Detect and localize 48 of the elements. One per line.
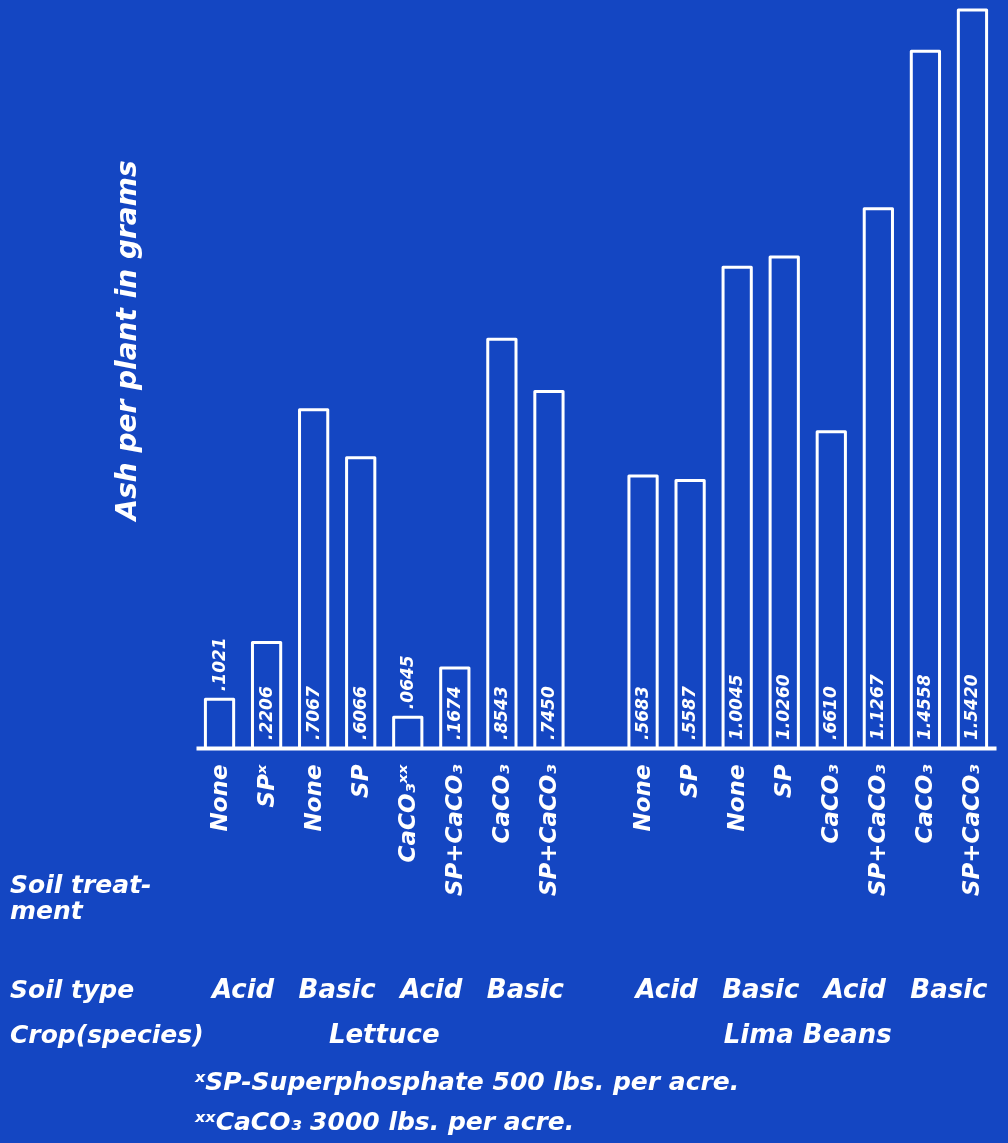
data-label: .8543 bbox=[490, 686, 511, 740]
text: ˣˣCaCO₃ 3000 lbs. per acre. bbox=[194, 1107, 575, 1136]
x-tick-label: SP+CaCO₃ bbox=[534, 764, 561, 897]
text: Basic bbox=[486, 974, 565, 1004]
x-tick-label: None bbox=[723, 764, 750, 832]
data-label: .6066 bbox=[349, 686, 370, 740]
text: Basic bbox=[298, 974, 377, 1004]
x-tick-label: CaCO₃ bbox=[911, 764, 938, 844]
x-tick-label: SP+CaCO₃ bbox=[958, 764, 985, 897]
x-tick-label: SP bbox=[346, 764, 373, 798]
x-tick-label: None bbox=[205, 764, 232, 832]
data-label: .5683 bbox=[632, 686, 653, 740]
x-tick-label: None bbox=[299, 764, 326, 832]
data-label: 1.0260 bbox=[773, 674, 794, 740]
data-label: .7067 bbox=[302, 686, 323, 740]
data-label: 1.4558 bbox=[914, 674, 935, 740]
text: Soil type bbox=[10, 975, 135, 1004]
text: ˣSP-Superphosphate 500 lbs. per acre. bbox=[194, 1067, 740, 1096]
text: Acid bbox=[398, 974, 463, 1004]
text: Acid bbox=[209, 974, 275, 1004]
x-tick-label: CaCO₃ˣˣ bbox=[393, 764, 420, 863]
text: Lima Beans bbox=[723, 1019, 892, 1049]
text: Acid bbox=[821, 974, 887, 1004]
text: Lettuce bbox=[328, 1019, 440, 1049]
x-tick-label: SP+CaCO₃ bbox=[864, 764, 891, 897]
data-label: .1021 bbox=[208, 637, 229, 692]
data-label: .5587 bbox=[679, 686, 700, 740]
text: Basic bbox=[722, 974, 800, 1004]
data-label: 1.1267 bbox=[867, 674, 888, 740]
data-label: .6610 bbox=[820, 686, 841, 740]
x-tick-label: SPˣ bbox=[252, 764, 279, 808]
x-tick-label: CaCO₃ bbox=[817, 764, 844, 844]
x-tick-label: SP bbox=[676, 764, 703, 798]
y-axis-title: Ash per plant in grams bbox=[109, 160, 143, 523]
text: Basic bbox=[910, 974, 989, 1004]
data-label: .1674 bbox=[443, 686, 464, 740]
x-tick-label: CaCO₃ bbox=[487, 764, 514, 844]
x-tick-label: None bbox=[629, 764, 656, 832]
data-label: 1.5420 bbox=[961, 674, 982, 740]
x-tick-label: SP+CaCO₃ bbox=[440, 764, 467, 897]
data-label: 1.0045 bbox=[726, 674, 747, 740]
text: Acid bbox=[633, 974, 699, 1004]
data-label: .7450 bbox=[537, 686, 558, 740]
x-tick-label: SP bbox=[770, 764, 797, 798]
text: Crop(species) bbox=[10, 1020, 204, 1049]
text: Soil treat-ment bbox=[10, 870, 152, 925]
data-label: .0645 bbox=[396, 655, 417, 710]
data-label: .2206 bbox=[255, 686, 276, 740]
